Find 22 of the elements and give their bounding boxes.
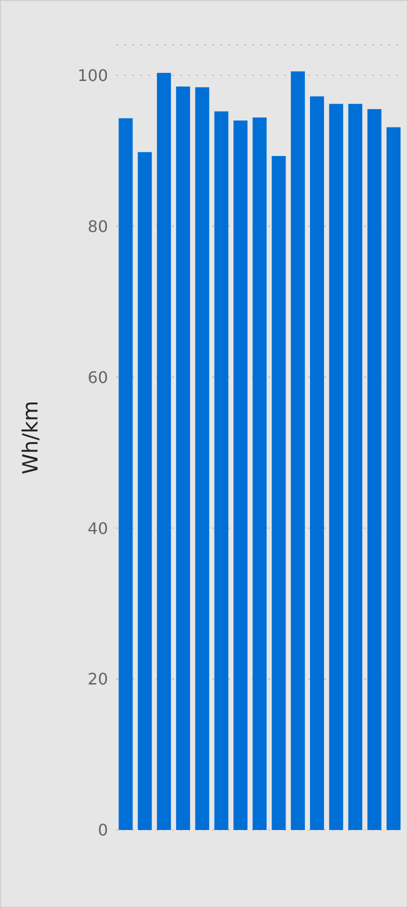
bar [386,127,401,830]
y-tick-label: 0 [98,820,108,840]
bar [118,118,133,830]
bar [272,156,286,830]
bar [156,72,171,830]
y-axis-title: Wh/km [18,400,42,474]
bar [329,104,344,830]
bar [310,96,324,830]
bar [138,152,152,830]
bar [252,117,267,830]
y-tick-label: 60 [88,368,108,387]
bar [367,109,382,830]
bar [233,120,248,830]
bar [176,86,190,830]
bar [195,87,210,830]
y-tick-label: 100 [77,66,108,85]
y-tick-label: 40 [88,518,108,538]
bar [214,111,228,830]
bar [348,104,362,830]
bar [290,71,305,830]
y-tick-label: 20 [88,670,108,689]
y-tick-label: 80 [88,216,108,236]
